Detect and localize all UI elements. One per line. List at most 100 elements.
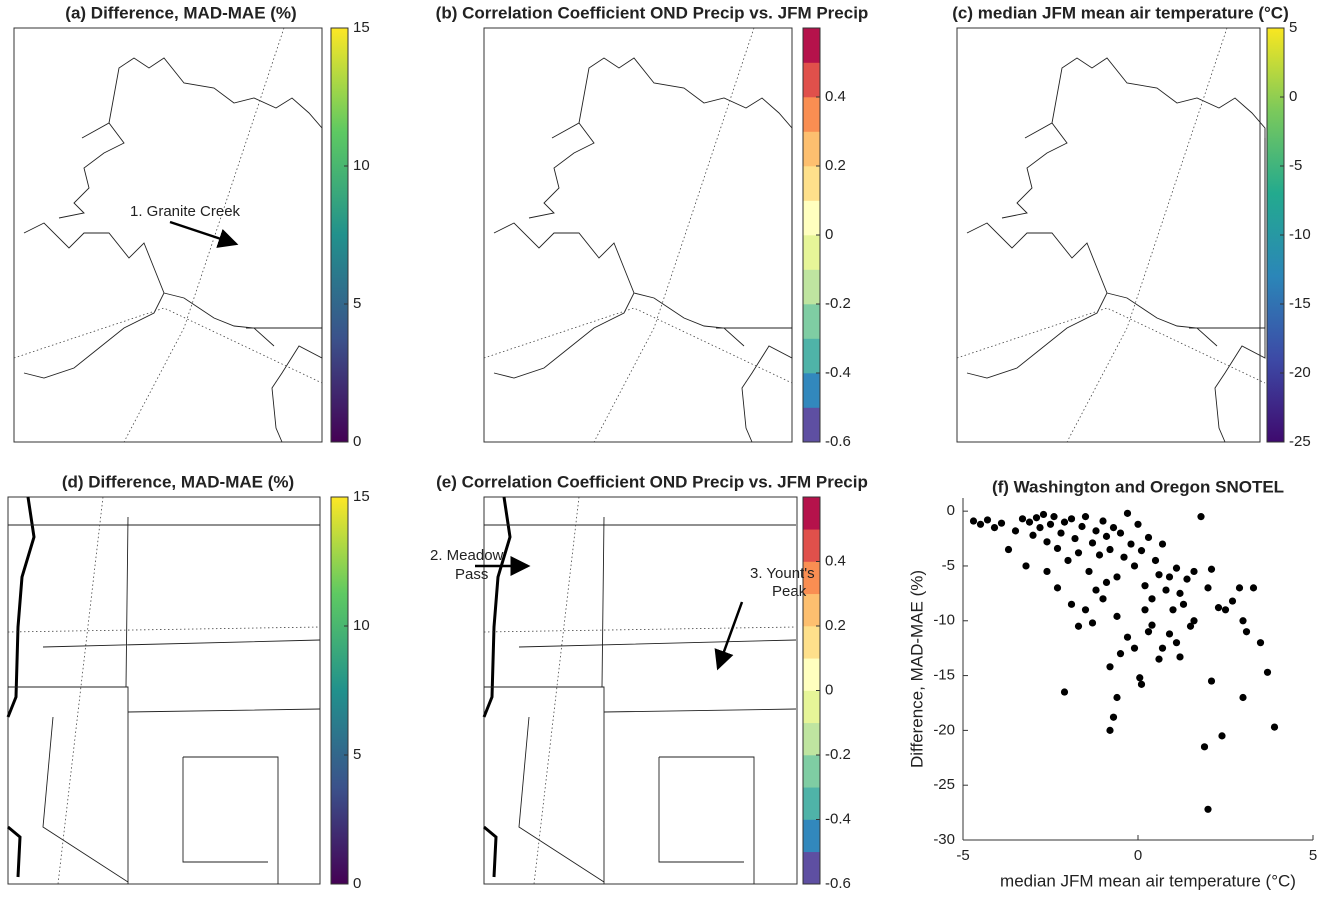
point <box>1067 600 1076 608</box>
colorbar-segment <box>803 200 820 236</box>
point <box>1200 743 1209 751</box>
map-frame <box>13 27 323 443</box>
point <box>1123 509 1132 517</box>
x-tick-label: -5 <box>956 847 969 864</box>
colorbar-tick-label: -25 <box>1289 433 1311 450</box>
colorbar-tick-label: 0 <box>825 226 833 243</box>
point <box>1179 600 1188 608</box>
point <box>1081 606 1090 614</box>
colorbar-segment <box>803 658 820 691</box>
point <box>1102 532 1111 540</box>
point <box>1172 639 1181 647</box>
point <box>1113 693 1121 702</box>
colorbar-segment <box>803 131 820 167</box>
map-frame <box>7 496 321 885</box>
point <box>1169 606 1177 614</box>
point <box>1155 571 1163 579</box>
colorbar-segment <box>803 787 820 820</box>
point <box>1144 628 1153 636</box>
point <box>1113 573 1121 581</box>
point <box>1249 584 1258 592</box>
point <box>1106 545 1114 554</box>
point <box>1190 567 1198 576</box>
point <box>1120 553 1128 561</box>
point <box>1137 680 1146 688</box>
point <box>1011 527 1020 535</box>
colorbar-segment <box>803 97 820 132</box>
point <box>1176 589 1184 597</box>
annotation-arrow <box>714 601 744 671</box>
point <box>1022 562 1030 570</box>
point <box>1085 567 1093 576</box>
map-frame <box>956 27 1261 443</box>
point <box>1113 612 1121 620</box>
colorbar-segment <box>803 497 820 530</box>
point <box>1148 595 1156 603</box>
point <box>1130 562 1139 570</box>
x-axis-label: median JFM mean air temperature (°C) <box>1000 871 1296 890</box>
point <box>1270 723 1279 731</box>
colorbar-tick-label: -0.2 <box>825 746 851 763</box>
colorbar-tick-label: 0 <box>353 433 361 450</box>
point <box>1029 531 1037 539</box>
colorbar-segment <box>803 373 820 408</box>
point <box>1186 622 1195 630</box>
y-tick-label: -5 <box>942 557 955 574</box>
point <box>1092 586 1100 594</box>
panel-title: (f) Washington and Oregon SNOTEL <box>992 477 1284 496</box>
point <box>1088 539 1097 547</box>
point <box>1057 529 1065 537</box>
colorbar-tick-label: -20 <box>1289 364 1311 381</box>
point <box>983 516 992 524</box>
point <box>1095 551 1104 559</box>
point <box>1263 668 1272 676</box>
point <box>1025 518 1034 526</box>
colorbar-segment <box>803 851 820 885</box>
point <box>1109 713 1118 721</box>
colorbar-segment <box>803 166 820 201</box>
annotation: 3. Yount's <box>750 565 815 582</box>
colorbar-segment <box>803 626 820 659</box>
colorbar-tick-label: 0.2 <box>825 617 846 634</box>
colorbar-segment <box>803 561 820 595</box>
point <box>1183 575 1191 583</box>
point <box>1036 523 1044 532</box>
colorbar-tick-label: 0 <box>825 681 833 698</box>
point <box>1228 597 1237 605</box>
point <box>1043 538 1051 546</box>
point <box>1176 653 1184 661</box>
point <box>1242 628 1251 636</box>
point <box>1018 515 1027 523</box>
point <box>1214 604 1223 612</box>
y-tick-label: -20 <box>933 721 955 738</box>
colorbar-tick-label: 0.4 <box>825 552 846 569</box>
point <box>1099 595 1107 603</box>
colorbar-tick-label: 5 <box>1289 19 1297 36</box>
annotation: 2. Meadow <box>430 547 504 564</box>
point <box>1239 617 1247 625</box>
point <box>1197 513 1205 521</box>
colorbar-segment <box>803 819 820 853</box>
colorbar-tick-label: -15 <box>1289 295 1311 312</box>
panel-title: (d) Difference, MAD-MAE (%) <box>62 472 294 491</box>
annotation: Pass <box>455 566 488 583</box>
point <box>1165 573 1174 581</box>
point <box>1039 510 1048 519</box>
y-tick-label: -15 <box>933 667 955 684</box>
colorbar-tick-label: 15 <box>353 488 370 505</box>
y-tick-label: -10 <box>933 612 955 629</box>
colorbar-tick-label: 5 <box>353 295 361 312</box>
point <box>1172 564 1181 572</box>
colorbar-segment <box>803 593 820 627</box>
point <box>1004 545 1013 554</box>
colorbar <box>331 497 348 884</box>
y-tick-label: -25 <box>933 776 955 793</box>
point <box>969 517 978 525</box>
colorbar-segment <box>803 304 820 339</box>
point <box>1162 586 1170 594</box>
colorbar-segment <box>803 338 820 374</box>
y-tick-label: -30 <box>933 831 955 848</box>
colorbar-tick-label: -5 <box>1289 157 1302 174</box>
